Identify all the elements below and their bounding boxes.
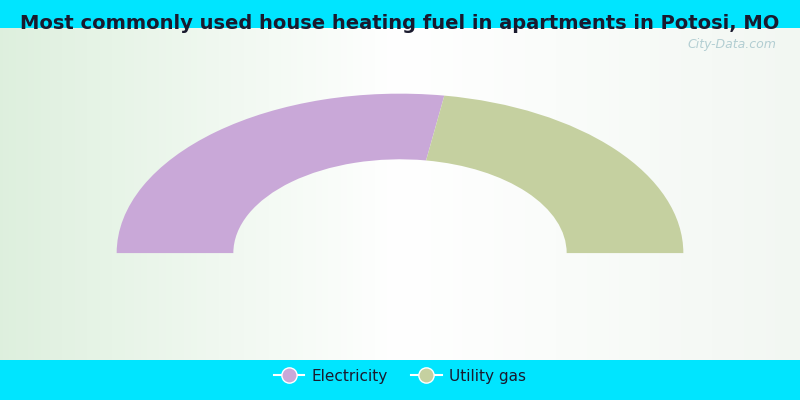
Legend: Electricity, Utility gas: Electricity, Utility gas xyxy=(268,362,532,390)
Wedge shape xyxy=(426,96,683,253)
Wedge shape xyxy=(117,94,444,253)
Text: Most commonly used house heating fuel in apartments in Potosi, MO: Most commonly used house heating fuel in… xyxy=(20,14,780,33)
Text: City-Data.com: City-Data.com xyxy=(687,38,776,51)
